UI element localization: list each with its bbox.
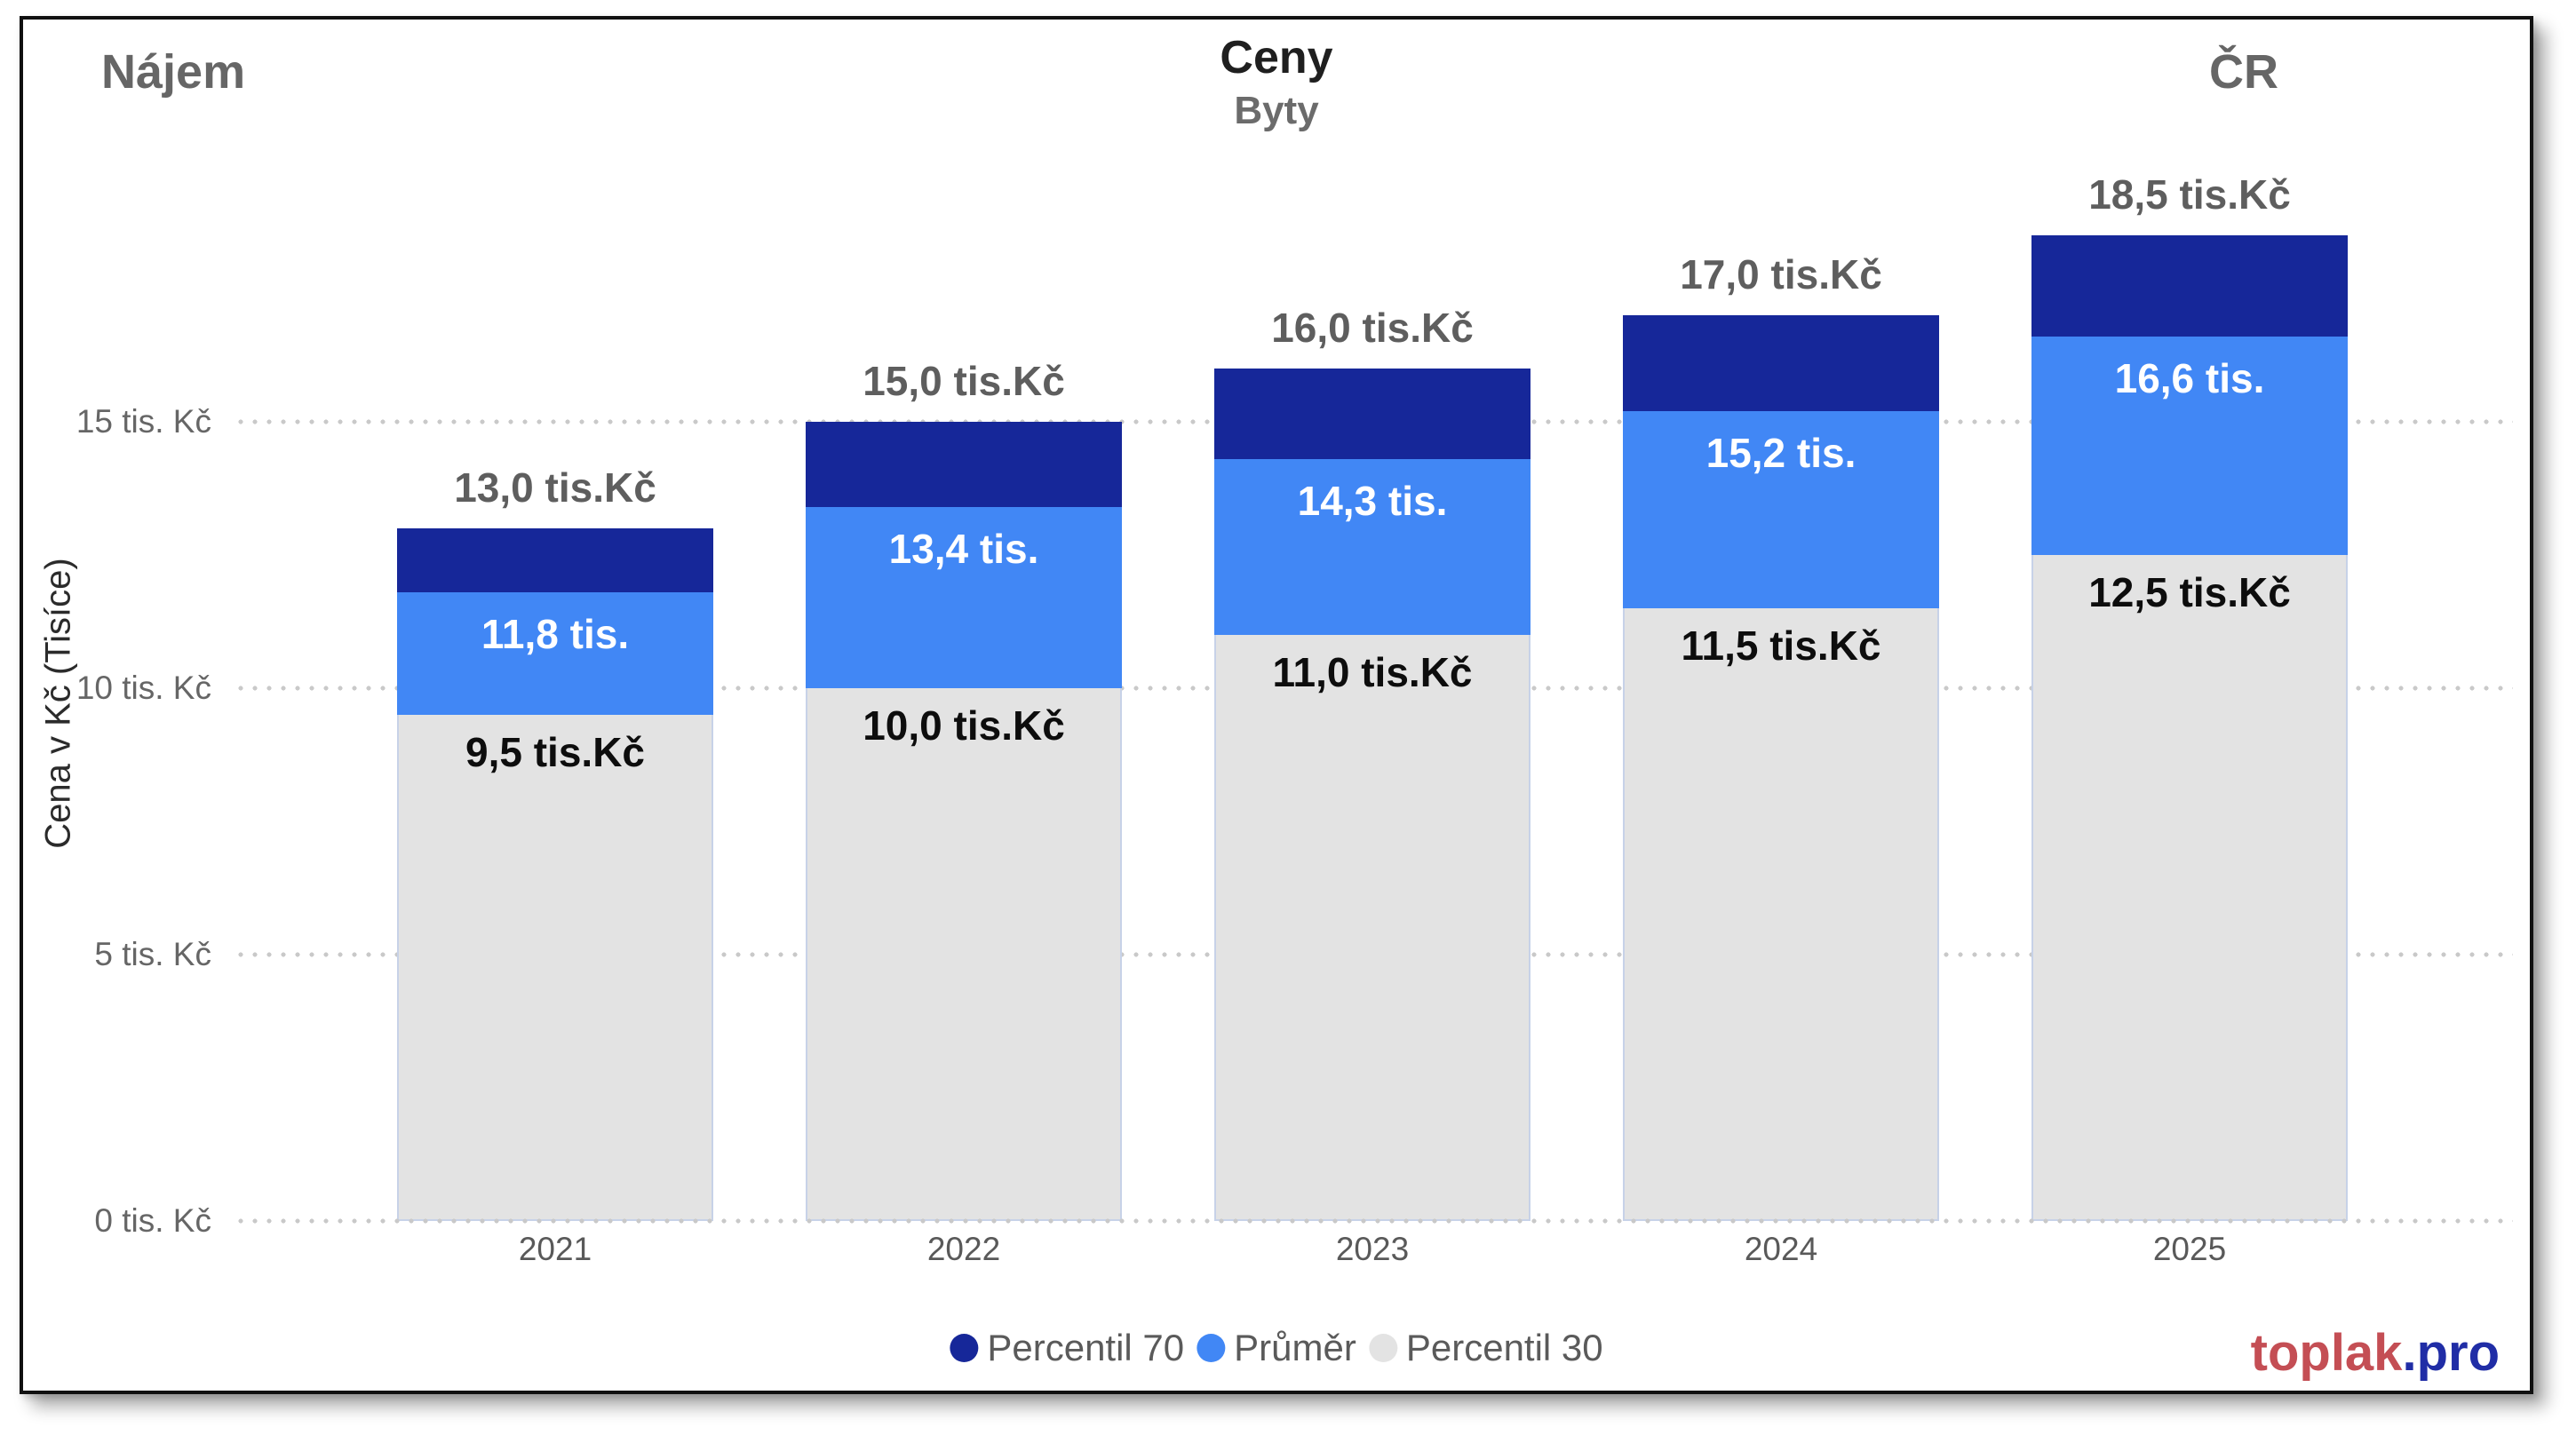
label-percentil-30-2022: 10,0 tis.Kč [863, 702, 1065, 749]
legend-label: Percentil 70 [987, 1327, 1185, 1368]
label-percentil-70-2025: 18,5 tis.Kč [2088, 171, 2291, 218]
y-tick-label-5: 5 tis. Kč [94, 936, 211, 972]
bar-percentil-30-2021[interactable] [397, 715, 713, 1221]
legend-label: Průměr [1234, 1327, 1356, 1368]
x-axis-label-2023: 2023 [1335, 1231, 1410, 1267]
legend-label: Percentil 30 [1405, 1327, 1603, 1368]
bar-group-2023: 16,0 tis.Kč 14,3 tis. 11,0 tis.Kč [1214, 20, 1530, 1221]
gridline-0 [234, 1218, 2513, 1224]
legend-dot-icon [950, 1334, 979, 1362]
x-axis-label-2025: 2025 [2152, 1231, 2227, 1267]
title-right: ČR [2209, 45, 2278, 99]
bar-percentil-30-2022[interactable] [806, 688, 1122, 1221]
label-prumer-2025: 16,6 tis. [2114, 355, 2265, 401]
legend: Percentil 70 Průměr Percentil 30 [950, 1327, 1603, 1369]
legend-item-percentil-70[interactable]: Percentil 70 [950, 1327, 1184, 1369]
legend-item-percentil-30[interactable]: Percentil 30 [1368, 1327, 1603, 1369]
legend-dot-icon [1197, 1334, 1226, 1362]
plot-area: 0 tis. Kč 5 tis. Kč 10 tis. Kč 15 tis. Kč 13… [23, 20, 2530, 1391]
label-percentil-70-2021: 13,0 tis.Kč [454, 464, 656, 511]
chart-title: Ceny [1220, 32, 1333, 83]
brand-logo-primary: toplak [2250, 1324, 2403, 1382]
bar-group-2021: 13,0 tis.Kč 11,8 tis. 9,5 tis.Kč [397, 20, 713, 1221]
y-tick-label-0: 0 tis. Kč [94, 1202, 211, 1239]
legend-item-pr-m-r[interactable]: Průměr [1197, 1327, 1356, 1369]
legend-dot-icon [1368, 1334, 1397, 1362]
bar-group-2024: 17,0 tis.Kč 15,2 tis. 11,5 tis.Kč [1623, 20, 1939, 1221]
label-percentil-30-2023: 11,0 tis.Kč [1272, 649, 1473, 695]
label-percentil-70-2023: 16,0 tis.Kč [1271, 305, 1474, 351]
label-prumer-2022: 13,4 tis. [888, 526, 1039, 572]
label-percentil-70-2022: 15,0 tis.Kč [863, 358, 1065, 404]
bar-percentil-30-2023[interactable] [1214, 635, 1530, 1221]
bar-group-2022: 15,0 tis.Kč 13,4 tis. 10,0 tis.Kč [806, 20, 1122, 1221]
label-percentil-30-2021: 9,5 tis.Kč [465, 729, 645, 775]
label-percentil-30-2024: 11,5 tis.Kč [1681, 622, 1881, 669]
chart-subtitle: Byty [1234, 89, 1319, 132]
label-prumer-2023: 14,3 tis. [1297, 478, 1448, 524]
chart-card: Nájem Ceny Byty ČR Cena v Kč (Tisíce) 0 … [20, 16, 2533, 1394]
bar-percentil-30-2025[interactable] [2031, 555, 2348, 1221]
bar-group-2025: 18,5 tis.Kč 16,6 tis. 12,5 tis.Kč [2031, 20, 2348, 1221]
x-axis-label-2022: 2022 [926, 1231, 1001, 1267]
brand-logo-secondary: .pro [2402, 1324, 2500, 1382]
x-axis-label-2024: 2024 [1744, 1231, 1818, 1267]
label-prumer-2024: 15,2 tis. [1705, 430, 1856, 476]
bar-percentil-30-2024[interactable] [1623, 608, 1939, 1221]
x-axis-label-2021: 2021 [518, 1231, 592, 1267]
y-tick-label-15: 15 tis. Kč [76, 403, 211, 440]
label-percentil-30-2025: 12,5 tis.Kč [2088, 569, 2291, 615]
y-tick-label-10: 10 tis. Kč [76, 670, 211, 706]
title-left: Nájem [101, 45, 246, 99]
label-percentil-70-2024: 17,0 tis.Kč [1680, 251, 1882, 297]
title-center: Ceny Byty [23, 32, 2530, 139]
brand-logo: toplak.pro [2251, 1323, 2500, 1383]
label-prumer-2021: 11,8 tis. [481, 611, 630, 657]
